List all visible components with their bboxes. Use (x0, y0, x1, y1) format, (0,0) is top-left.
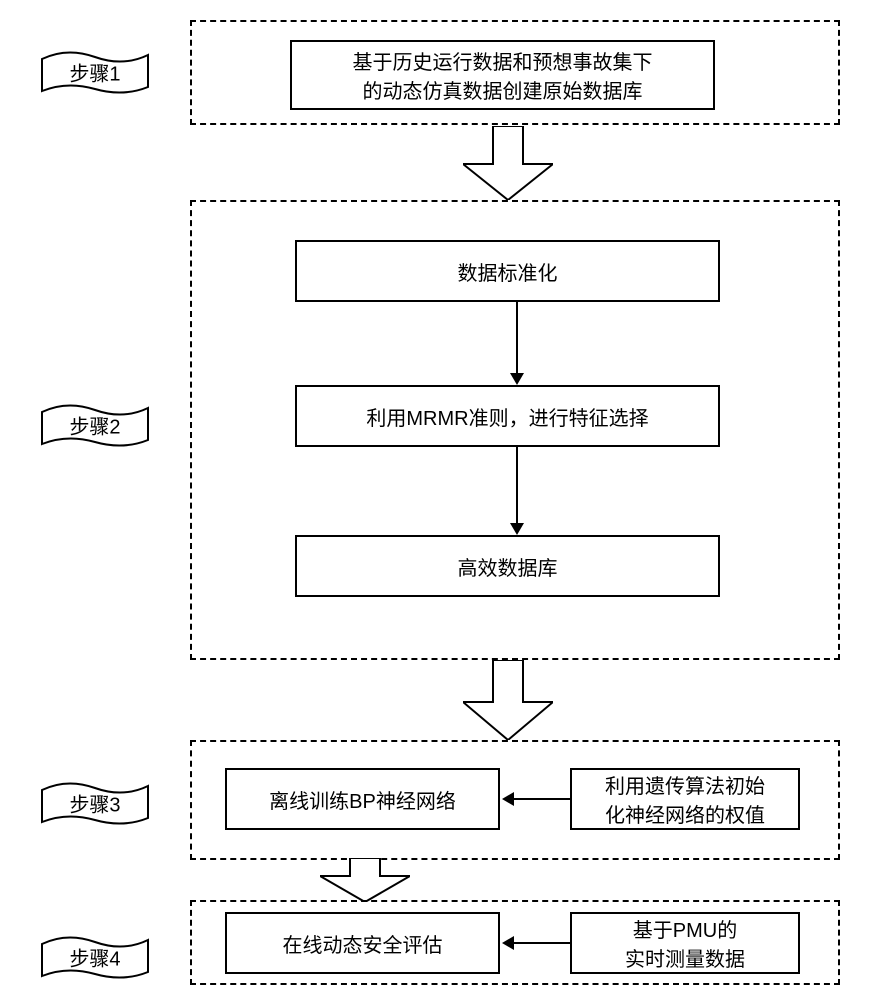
flow-arrow-down (320, 858, 410, 902)
thin-arrow-left (502, 936, 570, 950)
wavy-banner: 步骤1 (40, 47, 150, 97)
step3-box-right: 利用遗传算法初始 化神经网络的权值 (570, 768, 800, 830)
step3-text: 步骤3 (69, 789, 120, 818)
block-arrow-icon (320, 858, 410, 902)
arrow-line (514, 798, 570, 800)
step1-label: 步骤1 (40, 47, 150, 97)
step4-text: 步骤4 (69, 943, 120, 972)
step4-box-left: 在线动态安全评估 (225, 912, 500, 974)
step2-box-c: 高效数据库 (295, 535, 720, 597)
step4-box-right: 基于PMU的 实时测量数据 (570, 912, 800, 974)
block-arrow-icon (463, 660, 553, 740)
arrow-head-icon (510, 523, 524, 535)
thin-arrow-left (502, 792, 570, 806)
step2-box-b: 利用MRMR准则，进行特征选择 (295, 385, 720, 447)
step1-box: 基于历史运行数据和预想事故集下 的动态仿真数据创建原始数据库 (290, 40, 715, 110)
step2-text: 步骤2 (69, 411, 120, 440)
wavy-banner: 步骤3 (40, 778, 150, 828)
arrow-head-icon (510, 373, 524, 385)
step3-label: 步骤3 (40, 778, 150, 828)
wavy-banner: 步骤2 (40, 400, 150, 450)
arrow-line (516, 447, 518, 523)
flow-arrow-down (463, 126, 553, 200)
arrow-line (516, 302, 518, 373)
step2-label: 步骤2 (40, 400, 150, 450)
step3-box-left: 离线训练BP神经网络 (225, 768, 500, 830)
thin-arrow-down (510, 302, 524, 385)
block-arrow-icon (463, 126, 553, 200)
flow-arrow-down (463, 660, 553, 740)
step2-box-a: 数据标准化 (295, 240, 720, 302)
arrow-line (514, 942, 570, 944)
wavy-banner: 步骤4 (40, 932, 150, 982)
step4-label: 步骤4 (40, 932, 150, 982)
arrow-head-icon (502, 936, 514, 950)
arrow-head-icon (502, 792, 514, 806)
thin-arrow-down (510, 447, 524, 535)
step1-text: 步骤1 (69, 58, 120, 87)
